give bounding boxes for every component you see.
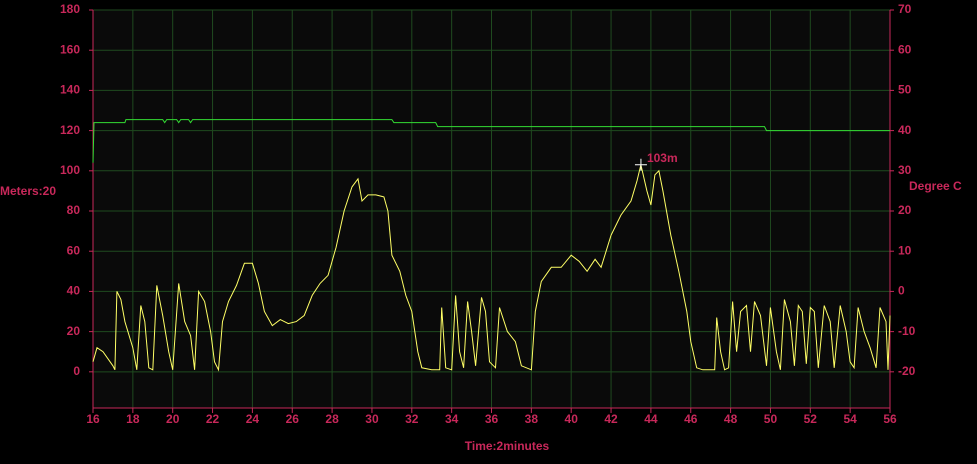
x-tick-label: 56 xyxy=(883,412,897,426)
y-tick-label: 20 xyxy=(67,324,81,338)
x-tick-label: 20 xyxy=(166,412,180,426)
series-line xyxy=(92,164,891,372)
y-tick-label: 120 xyxy=(60,123,80,137)
x-tick-label: 38 xyxy=(525,412,539,426)
x-tick-label: 24 xyxy=(246,412,260,426)
y-tick-label: 80 xyxy=(67,203,81,217)
x-tick-label: 36 xyxy=(485,412,499,426)
y2-tick-label: 60 xyxy=(898,42,912,56)
series-line xyxy=(92,119,890,163)
x-tick-label: 30 xyxy=(365,412,379,426)
x-tick-label: 42 xyxy=(604,412,618,426)
x-tick-label: 32 xyxy=(405,412,419,426)
x-tick-label: 18 xyxy=(126,412,140,426)
x-tick-label: 50 xyxy=(764,412,778,426)
annotation: 103m xyxy=(647,151,678,165)
y2-tick-label: 20 xyxy=(898,203,912,217)
x-tick-label: 54 xyxy=(843,412,857,426)
y2-tick-label: 40 xyxy=(898,123,912,137)
x-tick-label: 40 xyxy=(565,412,579,426)
y2-tick-label: 30 xyxy=(898,163,912,177)
y2-tick-label: 50 xyxy=(898,83,912,97)
y-axis-label: Meters:20 xyxy=(0,184,56,198)
x-tick-label: 16 xyxy=(86,412,100,426)
y2-tick-label: 0 xyxy=(898,284,905,298)
x-tick-label: 22 xyxy=(206,412,220,426)
y2-tick-label: -10 xyxy=(898,324,916,338)
x-tick-label: 26 xyxy=(286,412,300,426)
x-tick-label: 46 xyxy=(684,412,698,426)
x-tick-label: 34 xyxy=(445,412,459,426)
x-tick-label: 52 xyxy=(804,412,818,426)
y2-tick-label: 70 xyxy=(898,2,912,16)
y-tick-label: 40 xyxy=(67,284,81,298)
y2-axis-label: Degree C xyxy=(909,179,962,193)
x-tick-label: 48 xyxy=(724,412,738,426)
x-tick-label: 28 xyxy=(325,412,339,426)
y-tick-label: 100 xyxy=(60,163,80,177)
y-tick-label: 60 xyxy=(67,243,81,257)
y-tick-label: 140 xyxy=(60,83,80,97)
y-tick-label: 160 xyxy=(60,42,80,56)
y2-tick-label: -20 xyxy=(898,364,916,378)
y-tick-label: 180 xyxy=(60,2,80,16)
x-axis-label: Time:2minutes xyxy=(465,439,550,453)
annotation-marker xyxy=(634,158,647,171)
x-tick-label: 44 xyxy=(644,412,658,426)
y2-tick-label: 10 xyxy=(898,243,912,257)
y-tick-label: 0 xyxy=(73,364,80,378)
